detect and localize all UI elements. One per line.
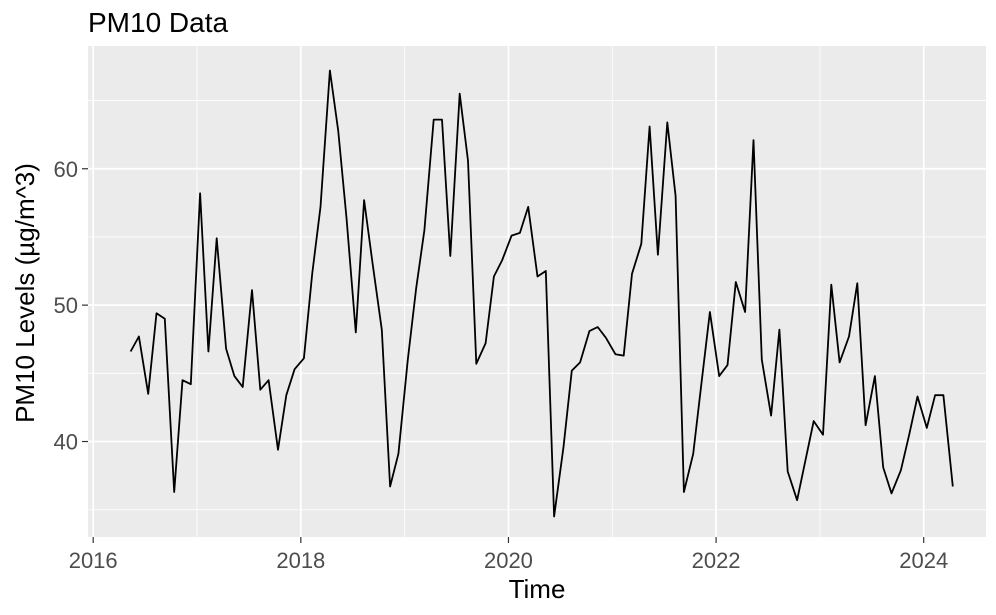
major-gridlines [88, 46, 986, 537]
x-tick-label: 2016 [69, 548, 118, 573]
x-tick-label: 2018 [276, 548, 325, 573]
x-tick-label: 2024 [899, 548, 948, 573]
x-axis-title: Time [509, 574, 566, 604]
y-tick-label: 50 [54, 293, 78, 318]
x-axis-ticks: 2016 2018 2020 2022 2024 [69, 537, 948, 573]
y-axis-title: PM10 Levels (µg/m^3) [10, 163, 40, 423]
minor-gridlines [88, 46, 986, 537]
x-tick-label: 2022 [692, 548, 741, 573]
y-tick-label: 40 [54, 430, 78, 455]
y-axis-ticks: 40 50 60 [54, 157, 88, 455]
plot-panel [88, 46, 986, 537]
chart-title: PM10 Data [88, 7, 228, 38]
y-tick-label: 60 [54, 157, 78, 182]
x-tick-label: 2020 [484, 548, 533, 573]
pm10-series-line [129, 69, 954, 518]
